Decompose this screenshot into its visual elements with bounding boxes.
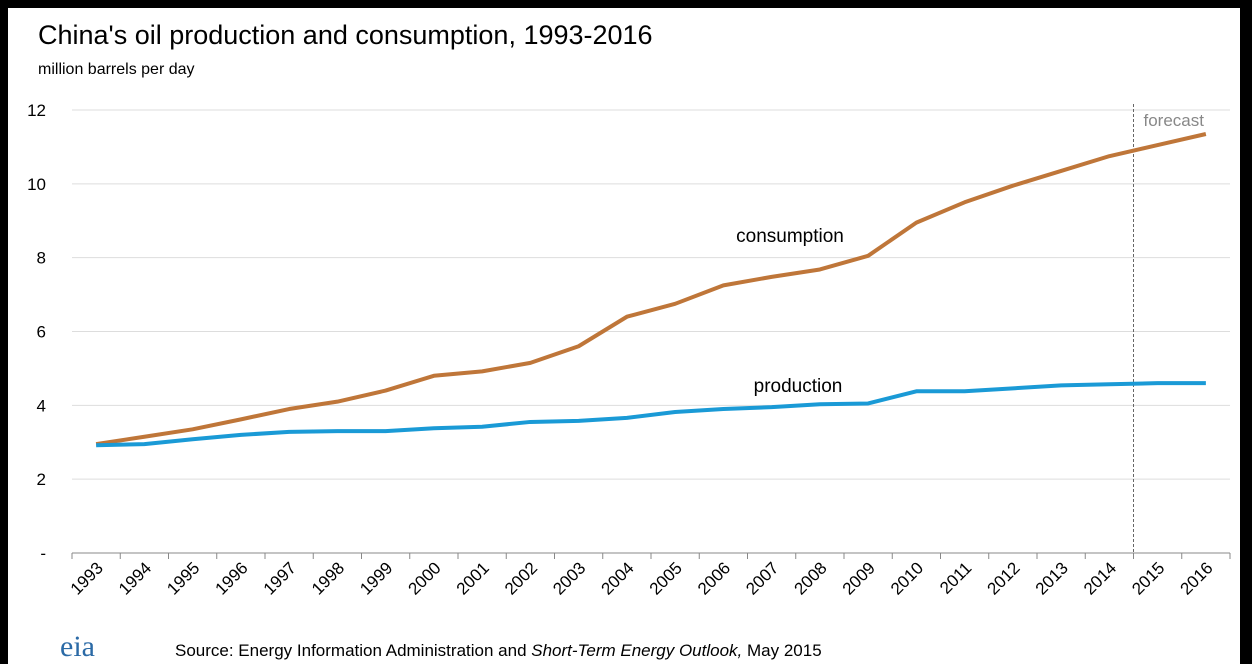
y-tick-label: 2 [37, 470, 46, 489]
series-label: consumption [736, 226, 844, 247]
y-tick-label: 12 [27, 101, 46, 120]
logo: eia [60, 630, 95, 663]
y-tick-label: 6 [37, 323, 46, 342]
source-text: Source: Energy Information Administratio… [175, 641, 531, 660]
series-line [95, 132, 1207, 447]
y-tick-label: 4 [37, 396, 46, 415]
source-text: May 2015 [742, 641, 821, 660]
y-tick-label: 10 [27, 175, 46, 194]
y-tick-label: - [40, 544, 46, 563]
source: Source: Energy Information Administratio… [175, 641, 822, 660]
source-text: Short-Term Energy Outlook, [531, 641, 742, 660]
background [8, 8, 1240, 664]
forecast-label: forecast [1144, 111, 1205, 130]
series-label: production [754, 376, 843, 397]
y-tick-label: 8 [37, 249, 46, 268]
chart-subtitle: million barrels per day [38, 61, 195, 78]
chart-title: China's oil production and consumption, … [38, 20, 653, 50]
series-line [96, 381, 1206, 448]
